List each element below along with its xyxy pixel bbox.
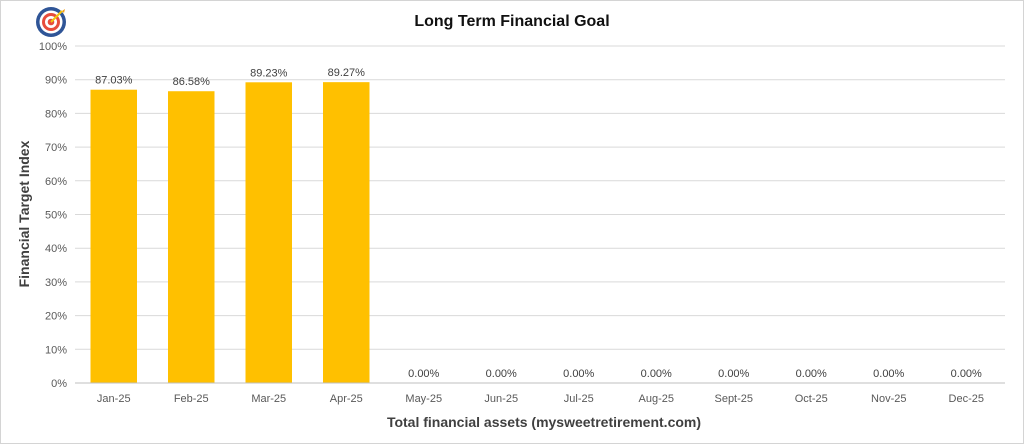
gridlines: [75, 45, 1005, 384]
y-tick-label: 0%: [51, 378, 67, 390]
bar: [245, 82, 292, 384]
x-axis-title: Total financial assets (mysweetretiremen…: [387, 414, 701, 430]
y-axis-title: Financial Target Index: [16, 140, 32, 287]
data-label: 0.00%: [718, 368, 749, 380]
x-tick-label: Feb-25: [174, 393, 209, 405]
x-tick-label: Mar-25: [251, 393, 286, 405]
y-tick-label: 50%: [45, 210, 67, 222]
data-label: 0.00%: [641, 368, 672, 380]
y-tick-label: 100%: [39, 41, 67, 53]
data-label: 89.27%: [328, 67, 366, 79]
chart-title: Long Term Financial Goal: [414, 13, 609, 30]
x-tick-label: Jul-25: [564, 393, 594, 405]
bars: [90, 82, 370, 384]
y-tick-label: 20%: [45, 311, 67, 323]
y-tick-label: 80%: [45, 108, 67, 120]
y-tick-label: 90%: [45, 75, 67, 87]
data-labels: 87.03% 86.58% 89.23% 89.27% 0.00% 0.00% 0.00% 0…: [95, 67, 982, 380]
data-label: 89.23%: [250, 67, 288, 79]
data-label: 0.00%: [873, 368, 904, 380]
x-tick-label: May-25: [405, 393, 442, 405]
data-label: 0.00%: [563, 368, 594, 380]
data-label: 86.58%: [173, 76, 211, 88]
target-icon: [36, 7, 66, 37]
data-label: 87.03%: [95, 75, 133, 87]
data-label: 0.00%: [796, 368, 827, 380]
y-tick-label: 40%: [45, 243, 67, 255]
x-tick-label: Sept-25: [714, 393, 753, 405]
y-tick-label: 30%: [45, 277, 67, 289]
x-tick-label: Jan-25: [97, 393, 131, 405]
bar: [168, 91, 215, 383]
y-tick-label: 60%: [45, 176, 67, 188]
data-label: 0.00%: [408, 368, 439, 380]
x-axis-ticks: Jan-25 Feb-25 Mar-25 Apr-25 May-25 Jun-25 Jul-…: [97, 393, 984, 405]
x-tick-label: Oct-25: [795, 393, 828, 405]
x-tick-label: Apr-25: [330, 393, 363, 405]
x-tick-label: Aug-25: [639, 393, 674, 405]
x-tick-label: Jun-25: [484, 393, 518, 405]
x-tick-label: Nov-25: [871, 393, 906, 405]
y-tick-label: 70%: [45, 142, 67, 154]
bar: [90, 89, 137, 384]
bar: [323, 82, 370, 384]
data-label: 0.00%: [486, 368, 517, 380]
y-axis-ticks: 0% 10% 20% 30% 40% 50% 60% 70% 80% 90% 100%: [39, 41, 67, 390]
y-tick-label: 10%: [45, 344, 67, 356]
x-tick-label: Dec-25: [949, 393, 984, 405]
data-label: 0.00%: [951, 368, 982, 380]
